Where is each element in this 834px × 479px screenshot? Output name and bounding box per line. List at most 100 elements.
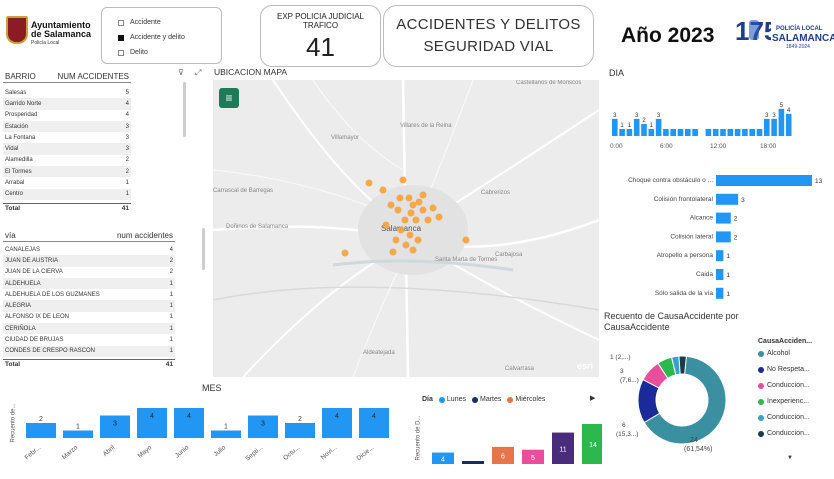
- donut-legend-item[interactable]: Conduccion...: [758, 414, 810, 421]
- causa-bar[interactable]: [716, 269, 724, 280]
- dia-bar[interactable]: [692, 128, 698, 136]
- causa-bar[interactable]: [716, 231, 731, 243]
- table-row[interactable]: CANALEJAS 4: [3, 244, 175, 255]
- focus-mode-icon[interactable]: ⤢: [195, 68, 202, 77]
- mes-bar[interactable]: [100, 415, 130, 439]
- table-row[interactable]: JUAN DE AUSTRIA 2: [3, 255, 175, 267]
- mes-bar[interactable]: [26, 423, 56, 438]
- dia-bar[interactable]: [670, 128, 676, 136]
- dia-semana-bar[interactable]: [432, 452, 454, 464]
- donut-slice[interactable]: [678, 355, 687, 375]
- dia-semana-bar[interactable]: [582, 424, 602, 464]
- accident-point[interactable]: [415, 198, 423, 206]
- mes-bar[interactable]: [211, 430, 241, 439]
- dia-bar[interactable]: [756, 128, 763, 136]
- dia-bar[interactable]: [778, 108, 785, 136]
- dia-bar[interactable]: [705, 128, 712, 136]
- legend-scroll-down-icon[interactable]: ▼: [787, 455, 793, 461]
- accident-point[interactable]: [406, 231, 414, 239]
- dia-bar[interactable]: [612, 118, 618, 136]
- accident-point[interactable]: [392, 236, 400, 244]
- filter-option-accidente[interactable]: Accidente: [118, 19, 161, 26]
- accident-point[interactable]: [424, 216, 432, 224]
- col-header-barrio[interactable]: BARRIO: [5, 71, 36, 81]
- mes-bar[interactable]: [285, 423, 315, 438]
- donut-legend-item[interactable]: Conduccion...: [758, 430, 810, 437]
- table-row[interactable]: ALDEHUELA DE LOS GUZMANES 1: [3, 289, 175, 300]
- table-row[interactable]: ALDEHUELA 1: [3, 277, 175, 290]
- accident-point[interactable]: [382, 221, 390, 229]
- dia-bar[interactable]: [785, 113, 792, 136]
- accident-point[interactable]: [414, 236, 422, 244]
- accident-point[interactable]: [412, 216, 420, 224]
- accident-point[interactable]: [419, 191, 427, 199]
- filter-icon[interactable]: ⊽: [178, 68, 184, 77]
- table-row[interactable]: CIUDAD DE BRUJAS 1: [3, 334, 175, 345]
- donut-legend-item[interactable]: Inexperienc...: [758, 398, 809, 405]
- accident-point[interactable]: [379, 186, 387, 194]
- accident-point[interactable]: [389, 248, 397, 256]
- accident-point[interactable]: [402, 241, 410, 249]
- mes-bar[interactable]: [359, 408, 389, 438]
- donut-legend-item[interactable]: Alcohol: [758, 350, 790, 357]
- accident-point[interactable]: [341, 249, 349, 257]
- causa-bar[interactable]: [716, 287, 724, 299]
- accident-map[interactable]: Villares de la Reina Villamayor Cabreriz…: [213, 80, 599, 377]
- checkbox-checked-icon[interactable]: [118, 34, 124, 41]
- table-row[interactable]: El Tormes 2: [3, 166, 131, 178]
- accident-point[interactable]: [405, 194, 413, 202]
- accident-point[interactable]: [409, 246, 417, 254]
- dia-bar[interactable]: [764, 118, 770, 136]
- dia-bar[interactable]: [742, 128, 748, 136]
- accident-point[interactable]: [399, 176, 407, 184]
- table-row[interactable]: Salesas 5: [3, 87, 131, 98]
- donut-slice[interactable]: [643, 355, 727, 445]
- checkbox-icon[interactable]: [118, 19, 124, 26]
- barrio-scrollbar[interactable]: [183, 82, 186, 137]
- table-row[interactable]: Centro 1: [3, 188, 131, 200]
- causa-bar[interactable]: [716, 250, 724, 262]
- filter-option-accidente-delito[interactable]: Accidente y delito: [118, 34, 185, 41]
- accident-point[interactable]: [407, 209, 415, 217]
- dia-bar[interactable]: [771, 118, 777, 136]
- dia-bar[interactable]: [720, 128, 726, 136]
- accident-point[interactable]: [387, 201, 395, 209]
- mes-bar[interactable]: [174, 408, 204, 438]
- dia-semana-bar[interactable]: [552, 432, 574, 464]
- table-row[interactable]: La Fontana 3: [3, 132, 131, 143]
- accident-point[interactable]: [397, 226, 405, 234]
- table-row[interactable]: Arrabal 1: [3, 177, 131, 188]
- dia-bar[interactable]: [677, 128, 684, 136]
- accident-point[interactable]: [394, 206, 402, 214]
- map-menu-button[interactable]: ≡: [219, 88, 239, 108]
- dia-bar[interactable]: [626, 128, 633, 136]
- col-header-num-accidentes[interactable]: num accidentes: [116, 230, 173, 240]
- legend-next-icon[interactable]: ▶: [590, 395, 596, 402]
- filter-option-delito[interactable]: Delito: [118, 49, 148, 56]
- accident-point[interactable]: [429, 204, 437, 212]
- dia-bar[interactable]: [734, 128, 741, 136]
- donut-legend-item[interactable]: No Respeta...: [758, 366, 810, 373]
- dia-bar[interactable]: [663, 128, 669, 136]
- mes-bar[interactable]: [63, 430, 93, 439]
- checkbox-icon[interactable]: [118, 49, 124, 56]
- dia-bar[interactable]: [685, 128, 691, 136]
- causa-bar[interactable]: [716, 212, 731, 224]
- dia-bar[interactable]: [648, 128, 655, 136]
- table-row[interactable]: Estación 3: [3, 120, 131, 133]
- table-row[interactable]: ALFONSO IX DE LEON 1: [3, 312, 175, 323]
- dia-bar[interactable]: [727, 128, 734, 136]
- accident-point[interactable]: [396, 194, 404, 202]
- accident-point[interactable]: [419, 206, 427, 214]
- causa-bar[interactable]: [716, 193, 739, 205]
- legend-lunes[interactable]: Lunes: [438, 396, 466, 403]
- donut-legend-item[interactable]: Conduccion...: [758, 382, 810, 389]
- causa-bar[interactable]: [716, 175, 812, 186]
- dia-semana-bar[interactable]: [492, 446, 514, 464]
- mes-bar[interactable]: [137, 408, 167, 438]
- legend-martes[interactable]: Martes: [471, 396, 501, 403]
- col-header-via[interactable]: vía: [5, 230, 16, 240]
- dia-bar[interactable]: [655, 118, 662, 136]
- col-header-num-accidentes[interactable]: NUM ACCIDENTES: [57, 71, 129, 81]
- accident-point[interactable]: [435, 213, 443, 221]
